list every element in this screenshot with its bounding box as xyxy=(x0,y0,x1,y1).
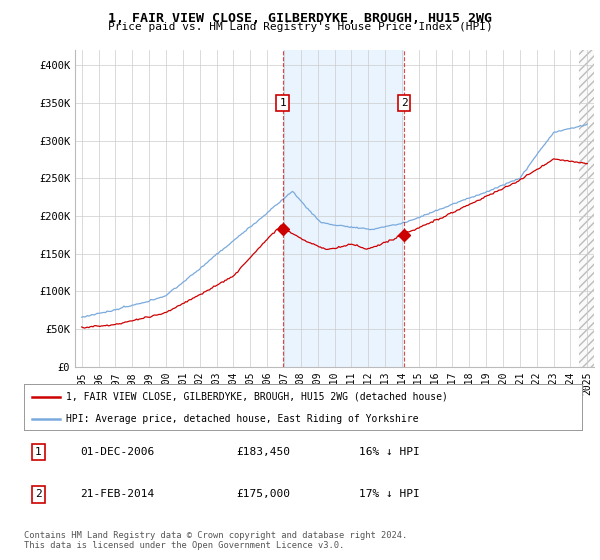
Bar xyxy=(579,50,596,367)
Text: 1: 1 xyxy=(35,447,42,457)
Text: 1, FAIR VIEW CLOSE, GILBERDYKE, BROUGH, HU15 2WG (detached house): 1, FAIR VIEW CLOSE, GILBERDYKE, BROUGH, … xyxy=(66,391,448,402)
Text: 2: 2 xyxy=(35,489,42,500)
Bar xyxy=(283,50,404,367)
Text: 01-DEC-2006: 01-DEC-2006 xyxy=(80,447,154,457)
Text: HPI: Average price, detached house, East Riding of Yorkshire: HPI: Average price, detached house, East… xyxy=(66,414,418,423)
Text: 2: 2 xyxy=(401,98,407,108)
Text: Contains HM Land Registry data © Crown copyright and database right 2024.
This d: Contains HM Land Registry data © Crown c… xyxy=(24,531,407,550)
Text: 21-FEB-2014: 21-FEB-2014 xyxy=(80,489,154,500)
Bar xyxy=(579,50,596,367)
Text: 1: 1 xyxy=(279,98,286,108)
Text: Price paid vs. HM Land Registry's House Price Index (HPI): Price paid vs. HM Land Registry's House … xyxy=(107,22,493,32)
Text: 16% ↓ HPI: 16% ↓ HPI xyxy=(359,447,419,457)
Text: £183,450: £183,450 xyxy=(236,447,290,457)
Text: 1, FAIR VIEW CLOSE, GILBERDYKE, BROUGH, HU15 2WG: 1, FAIR VIEW CLOSE, GILBERDYKE, BROUGH, … xyxy=(108,12,492,25)
Text: £175,000: £175,000 xyxy=(236,489,290,500)
Text: 17% ↓ HPI: 17% ↓ HPI xyxy=(359,489,419,500)
